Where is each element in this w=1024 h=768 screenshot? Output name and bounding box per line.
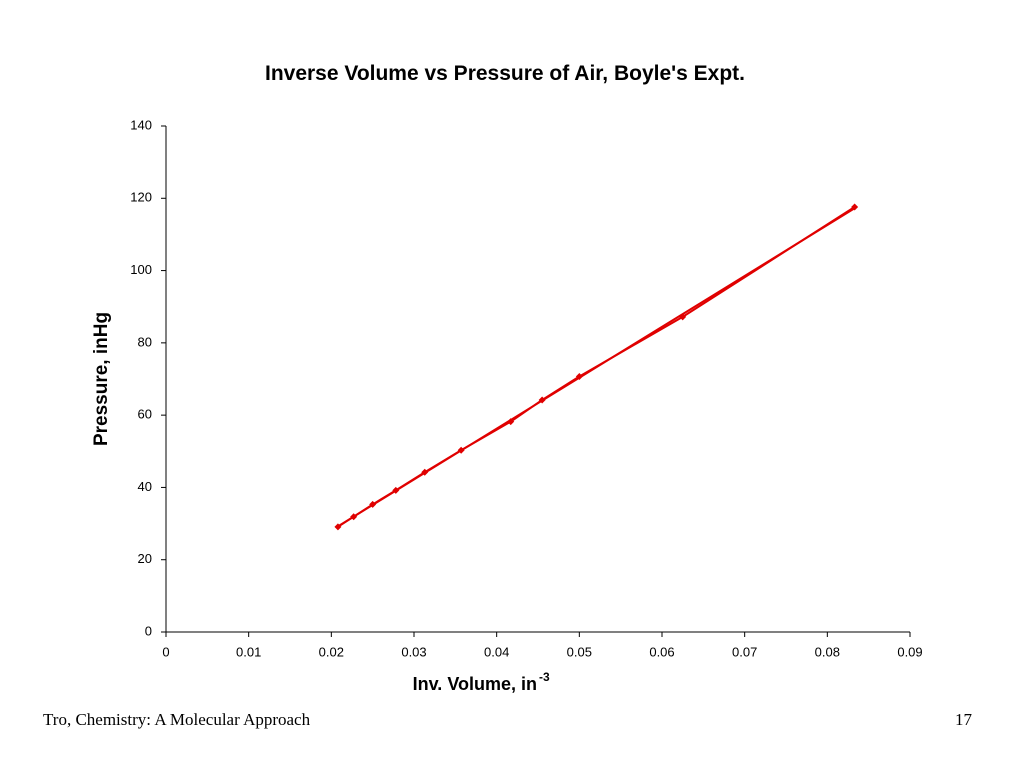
x-tick-label: 0.05 [567, 644, 592, 659]
y-tick-label: 40 [138, 479, 152, 494]
data-point [575, 372, 583, 380]
x-axis-label-superscript: -3 [539, 670, 550, 684]
data-point [421, 468, 429, 476]
x-tick-label: 0.08 [815, 644, 840, 659]
y-tick-label: 120 [130, 190, 152, 205]
y-tick-label: 100 [130, 262, 152, 277]
data-point [369, 500, 377, 508]
data-point [457, 446, 465, 454]
x-tick-label: 0.03 [401, 644, 426, 659]
x-tick-label: 0.01 [236, 644, 261, 659]
page-number: 17 [955, 710, 973, 729]
y-tick-label: 140 [130, 117, 152, 132]
x-tick-label: 0.07 [732, 644, 757, 659]
data-point [392, 486, 400, 494]
x-tick-label: 0.02 [319, 644, 344, 659]
x-axis-label: Inv. Volume, in [413, 674, 537, 694]
y-axis-label: Pressure, inHg [91, 312, 112, 446]
x-tick-label: 0.06 [649, 644, 674, 659]
x-tick-label: 0 [162, 644, 169, 659]
y-tick-label: 20 [138, 551, 152, 566]
data-point [538, 396, 546, 404]
x-tick-label: 0.04 [484, 644, 509, 659]
y-tick-label: 80 [138, 334, 152, 349]
chart-title: Inverse Volume vs Pressure of Air, Boyle… [265, 62, 745, 85]
data-point [679, 313, 687, 321]
y-tick-label: 0 [145, 623, 152, 638]
data-point [851, 203, 859, 211]
data-point [350, 513, 358, 521]
data-point [334, 523, 342, 531]
data-point [507, 418, 515, 426]
trend-line [337, 207, 856, 528]
y-tick-label: 60 [138, 407, 152, 422]
x-tick-label: 0.09 [897, 644, 922, 659]
footer-source: Tro, Chemistry: A Molecular Approach [43, 710, 311, 729]
